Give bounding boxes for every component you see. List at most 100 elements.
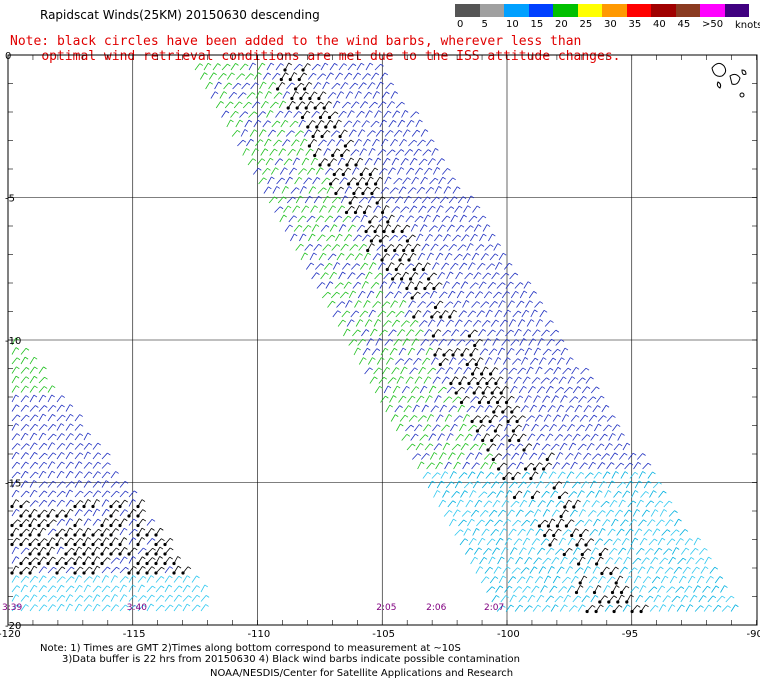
wind-barb (301, 157, 310, 166)
wind-barb (521, 519, 531, 527)
legend-unit: knots (735, 20, 760, 31)
wind-barb (415, 119, 423, 128)
wind-barb (410, 111, 420, 118)
legend-label: 20 (555, 19, 568, 30)
wind-barb (498, 252, 507, 261)
wind-barb (465, 452, 474, 460)
wind-barb (597, 415, 607, 422)
wind-barb (410, 433, 419, 441)
wind-barb (515, 509, 524, 517)
wind-barb (400, 206, 410, 213)
wind-barb (627, 452, 637, 460)
wind-barb (480, 366, 489, 376)
wind-barb (644, 595, 654, 603)
wind-barb (357, 290, 366, 299)
wind-barb (272, 186, 280, 194)
wind-barb (359, 167, 369, 177)
wind-barb (56, 395, 65, 403)
wind-barb (700, 566, 709, 574)
wind-barb (47, 423, 57, 431)
wind-barb (347, 110, 355, 118)
wind-barb (354, 300, 362, 308)
wind-barb (10, 527, 20, 537)
time-label: 2:07 (484, 603, 504, 613)
wind-barb (74, 414, 83, 422)
wind-barb (460, 329, 469, 337)
wind-barb (199, 72, 208, 80)
wind-barb (557, 471, 566, 479)
wind-barb (488, 348, 498, 356)
wind-barb (543, 528, 553, 538)
wind-barb (364, 319, 373, 327)
wind-barb (572, 433, 581, 441)
wind-barb (552, 575, 561, 584)
legend-swatch (577, 4, 602, 17)
wind-barb (421, 404, 429, 413)
wind-barb (545, 595, 555, 603)
wind-barb (83, 451, 91, 460)
wind-barb (492, 291, 502, 299)
wind-barb (37, 527, 47, 537)
wind-barb (529, 471, 539, 481)
wind-barb (128, 490, 138, 498)
wind-barb (589, 480, 598, 489)
wind-barb (418, 320, 428, 327)
wind-barb (11, 594, 20, 602)
wind-barb (449, 471, 457, 479)
wind-barb (499, 528, 508, 536)
wind-barb (397, 119, 406, 128)
wind-barb (647, 519, 656, 527)
wind-barb (38, 604, 48, 612)
wind-barb (483, 291, 493, 299)
wind-barb (128, 575, 137, 583)
footer-note-2: 3)Data buffer is 22 hrs from 20150630 4)… (62, 654, 520, 665)
wind-barb (118, 499, 128, 509)
wind-barb (343, 72, 353, 80)
wind-barb (547, 566, 555, 574)
wind-barb (522, 443, 533, 452)
wind-barb (38, 386, 48, 393)
wind-barb (38, 442, 48, 450)
wind-barb (257, 62, 266, 71)
wind-barb (164, 604, 174, 612)
wind-barb (446, 224, 455, 232)
wind-barb (214, 81, 222, 90)
wind-barb (565, 566, 574, 574)
wind-barb (481, 320, 491, 327)
wind-barb (488, 414, 498, 424)
wind-barb (481, 433, 490, 443)
wind-barb (426, 139, 435, 147)
wind-barb (391, 272, 402, 281)
wind-barb (252, 167, 262, 175)
wind-barb (414, 167, 424, 175)
wind-barb (407, 395, 416, 403)
wind-barb (136, 556, 146, 566)
wind-barb (490, 528, 500, 536)
legend-label: 30 (604, 19, 617, 30)
wind-barb (20, 376, 30, 384)
wind-barb (470, 233, 478, 242)
wind-barb (607, 595, 617, 604)
wind-barb (191, 585, 200, 593)
wind-barb (545, 385, 554, 394)
wind-barb (101, 480, 110, 488)
wind-barb (332, 262, 341, 270)
wind-barb (542, 348, 552, 356)
wind-barb (301, 63, 311, 72)
wind-barb (317, 234, 326, 242)
wind-barb (510, 290, 519, 299)
wind-barb (352, 120, 361, 128)
wind-barb (368, 167, 379, 177)
wind-barb (339, 291, 349, 299)
wind-barb (373, 319, 382, 327)
wind-barb (442, 442, 450, 451)
wind-barb (446, 433, 454, 441)
wind-barb (612, 604, 623, 614)
wind-barb (55, 528, 66, 537)
wind-barb (391, 224, 401, 234)
wind-barb (612, 424, 621, 432)
lon-label: -95 (622, 629, 638, 640)
wind-barb (464, 225, 474, 232)
wind-barb (476, 471, 485, 479)
wind-barb (491, 453, 502, 462)
